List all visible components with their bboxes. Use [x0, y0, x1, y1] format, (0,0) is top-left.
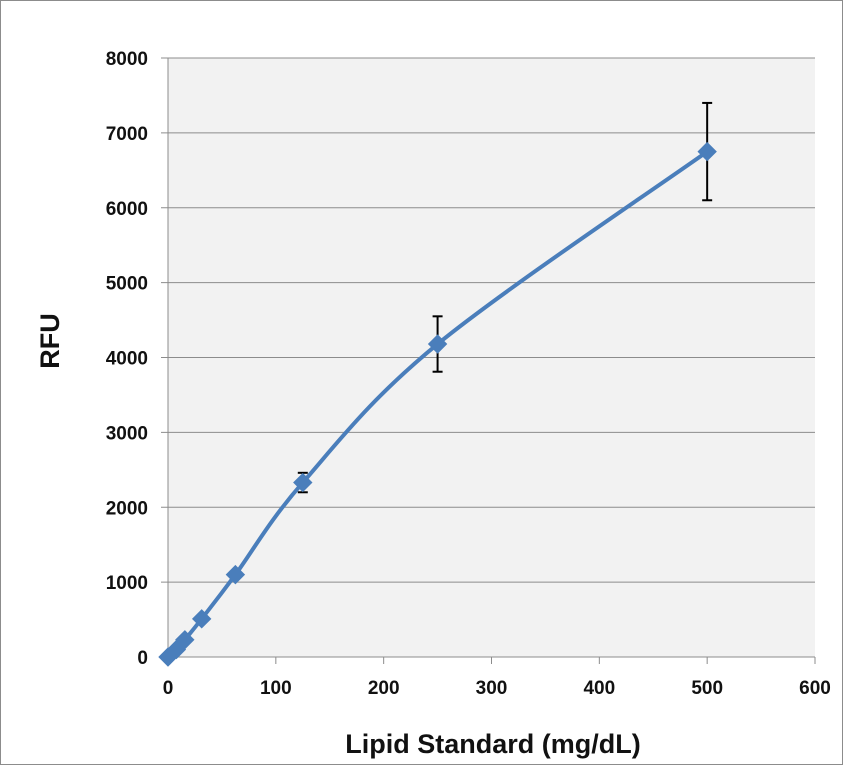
series-1: [158, 101, 717, 667]
data-point-marker: [293, 472, 313, 493]
x-tick-label: 400: [583, 678, 615, 699]
x-tick-label: 0: [163, 678, 174, 699]
x-tick-label: 500: [691, 678, 723, 699]
data-point-marker: [697, 141, 717, 162]
y-tick-label: 2000: [106, 498, 148, 519]
y-tick-label: 6000: [106, 199, 148, 220]
y-tick-label: 7000: [106, 124, 148, 145]
x-tick-label: 100: [260, 678, 292, 699]
x-axis-title: Lipid Standard (mg/dL): [345, 729, 640, 759]
y-tick-label: 8000: [106, 49, 148, 70]
y-tick-label: 5000: [106, 274, 148, 295]
y-tick-label: 1000: [106, 573, 148, 594]
y-tick-label: 0: [137, 648, 148, 669]
data-point-marker: [191, 609, 212, 629]
x-tick-labels: 0 100 200 300 400 500 600: [163, 678, 831, 699]
x-tick-label: 300: [476, 678, 508, 699]
x-tick-label: 600: [799, 678, 831, 699]
x-tick-label: 200: [368, 678, 400, 699]
y-tick-label: 3000: [106, 423, 148, 444]
data-point-marker: [175, 630, 195, 650]
y-axis-title: RFU: [35, 313, 65, 369]
y-tick-label: 4000: [106, 349, 148, 370]
data-point-marker: [225, 564, 246, 585]
y-tick-labels: 0 1000 2000 3000 4000 5000 6000 7000 8000: [106, 49, 148, 669]
data-point-marker: [427, 334, 448, 354]
